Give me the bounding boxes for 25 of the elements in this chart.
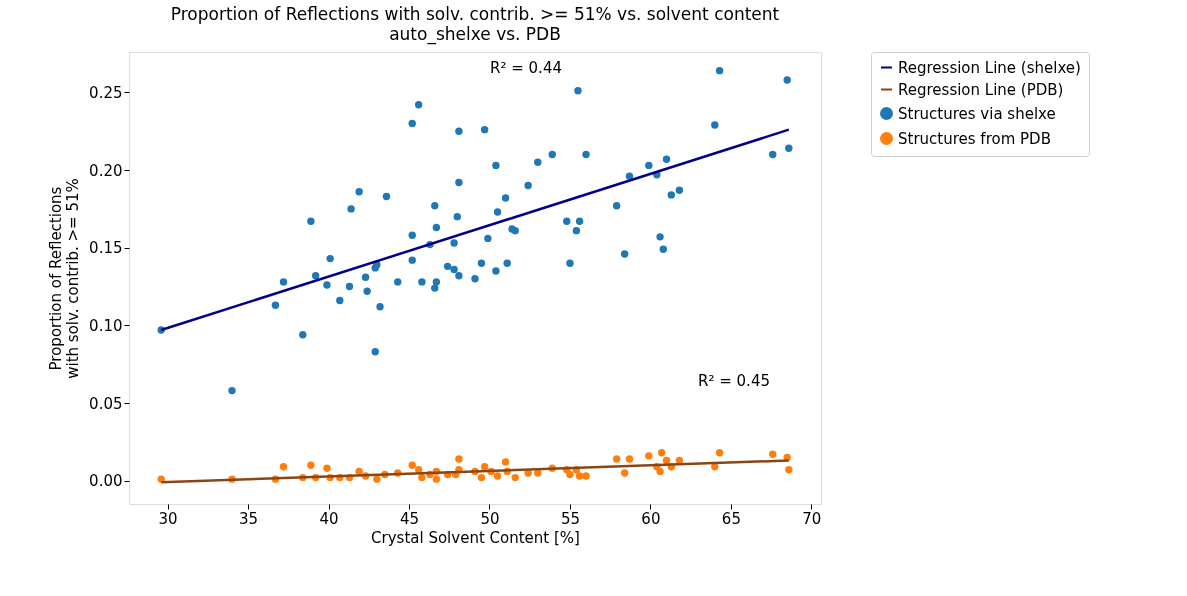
y-tick-label: 0.10 <box>89 316 123 335</box>
legend-label: Regression Line (shelxe) <box>898 58 1081 77</box>
annotation: R² = 0.45 <box>698 372 770 390</box>
chart-title: Proportion of Reflections with solv. contrib. >= 51% vs. solvent content <box>170 3 780 24</box>
x-tick-label: 40 <box>319 509 339 528</box>
legend-label: Structures from PDB <box>898 129 1051 148</box>
y-tick-label: 0.15 <box>89 239 123 258</box>
x-tick-label: 55 <box>560 509 580 528</box>
x-tick-label: 70 <box>802 509 822 528</box>
x-axis-title: Crystal Solvent Content [%] <box>371 528 580 547</box>
annotation: R² = 0.44 <box>490 59 562 77</box>
x-tick-label: 60 <box>641 509 661 528</box>
x-tick-label: 35 <box>239 509 259 528</box>
x-tick-label: 45 <box>399 509 420 528</box>
y-tick-label: 0.00 <box>89 472 123 491</box>
y-tick-label: 0.20 <box>89 161 123 180</box>
legend-label: Structures via shelxe <box>898 104 1056 123</box>
y-axis-title: Proportion of Reflections with solv. contrib. >= 51% <box>47 178 83 379</box>
y-tick-label: 0.25 <box>89 83 123 102</box>
x-tick-label: 30 <box>158 509 178 528</box>
y-tick-label: 0.05 <box>89 394 123 413</box>
chart-subtitle: auto_shelxe vs. PDB <box>389 23 561 45</box>
x-tick-label: 65 <box>721 509 741 528</box>
legend-label: Regression Line (PDB) <box>898 80 1064 99</box>
x-tick-label: 50 <box>480 509 500 528</box>
